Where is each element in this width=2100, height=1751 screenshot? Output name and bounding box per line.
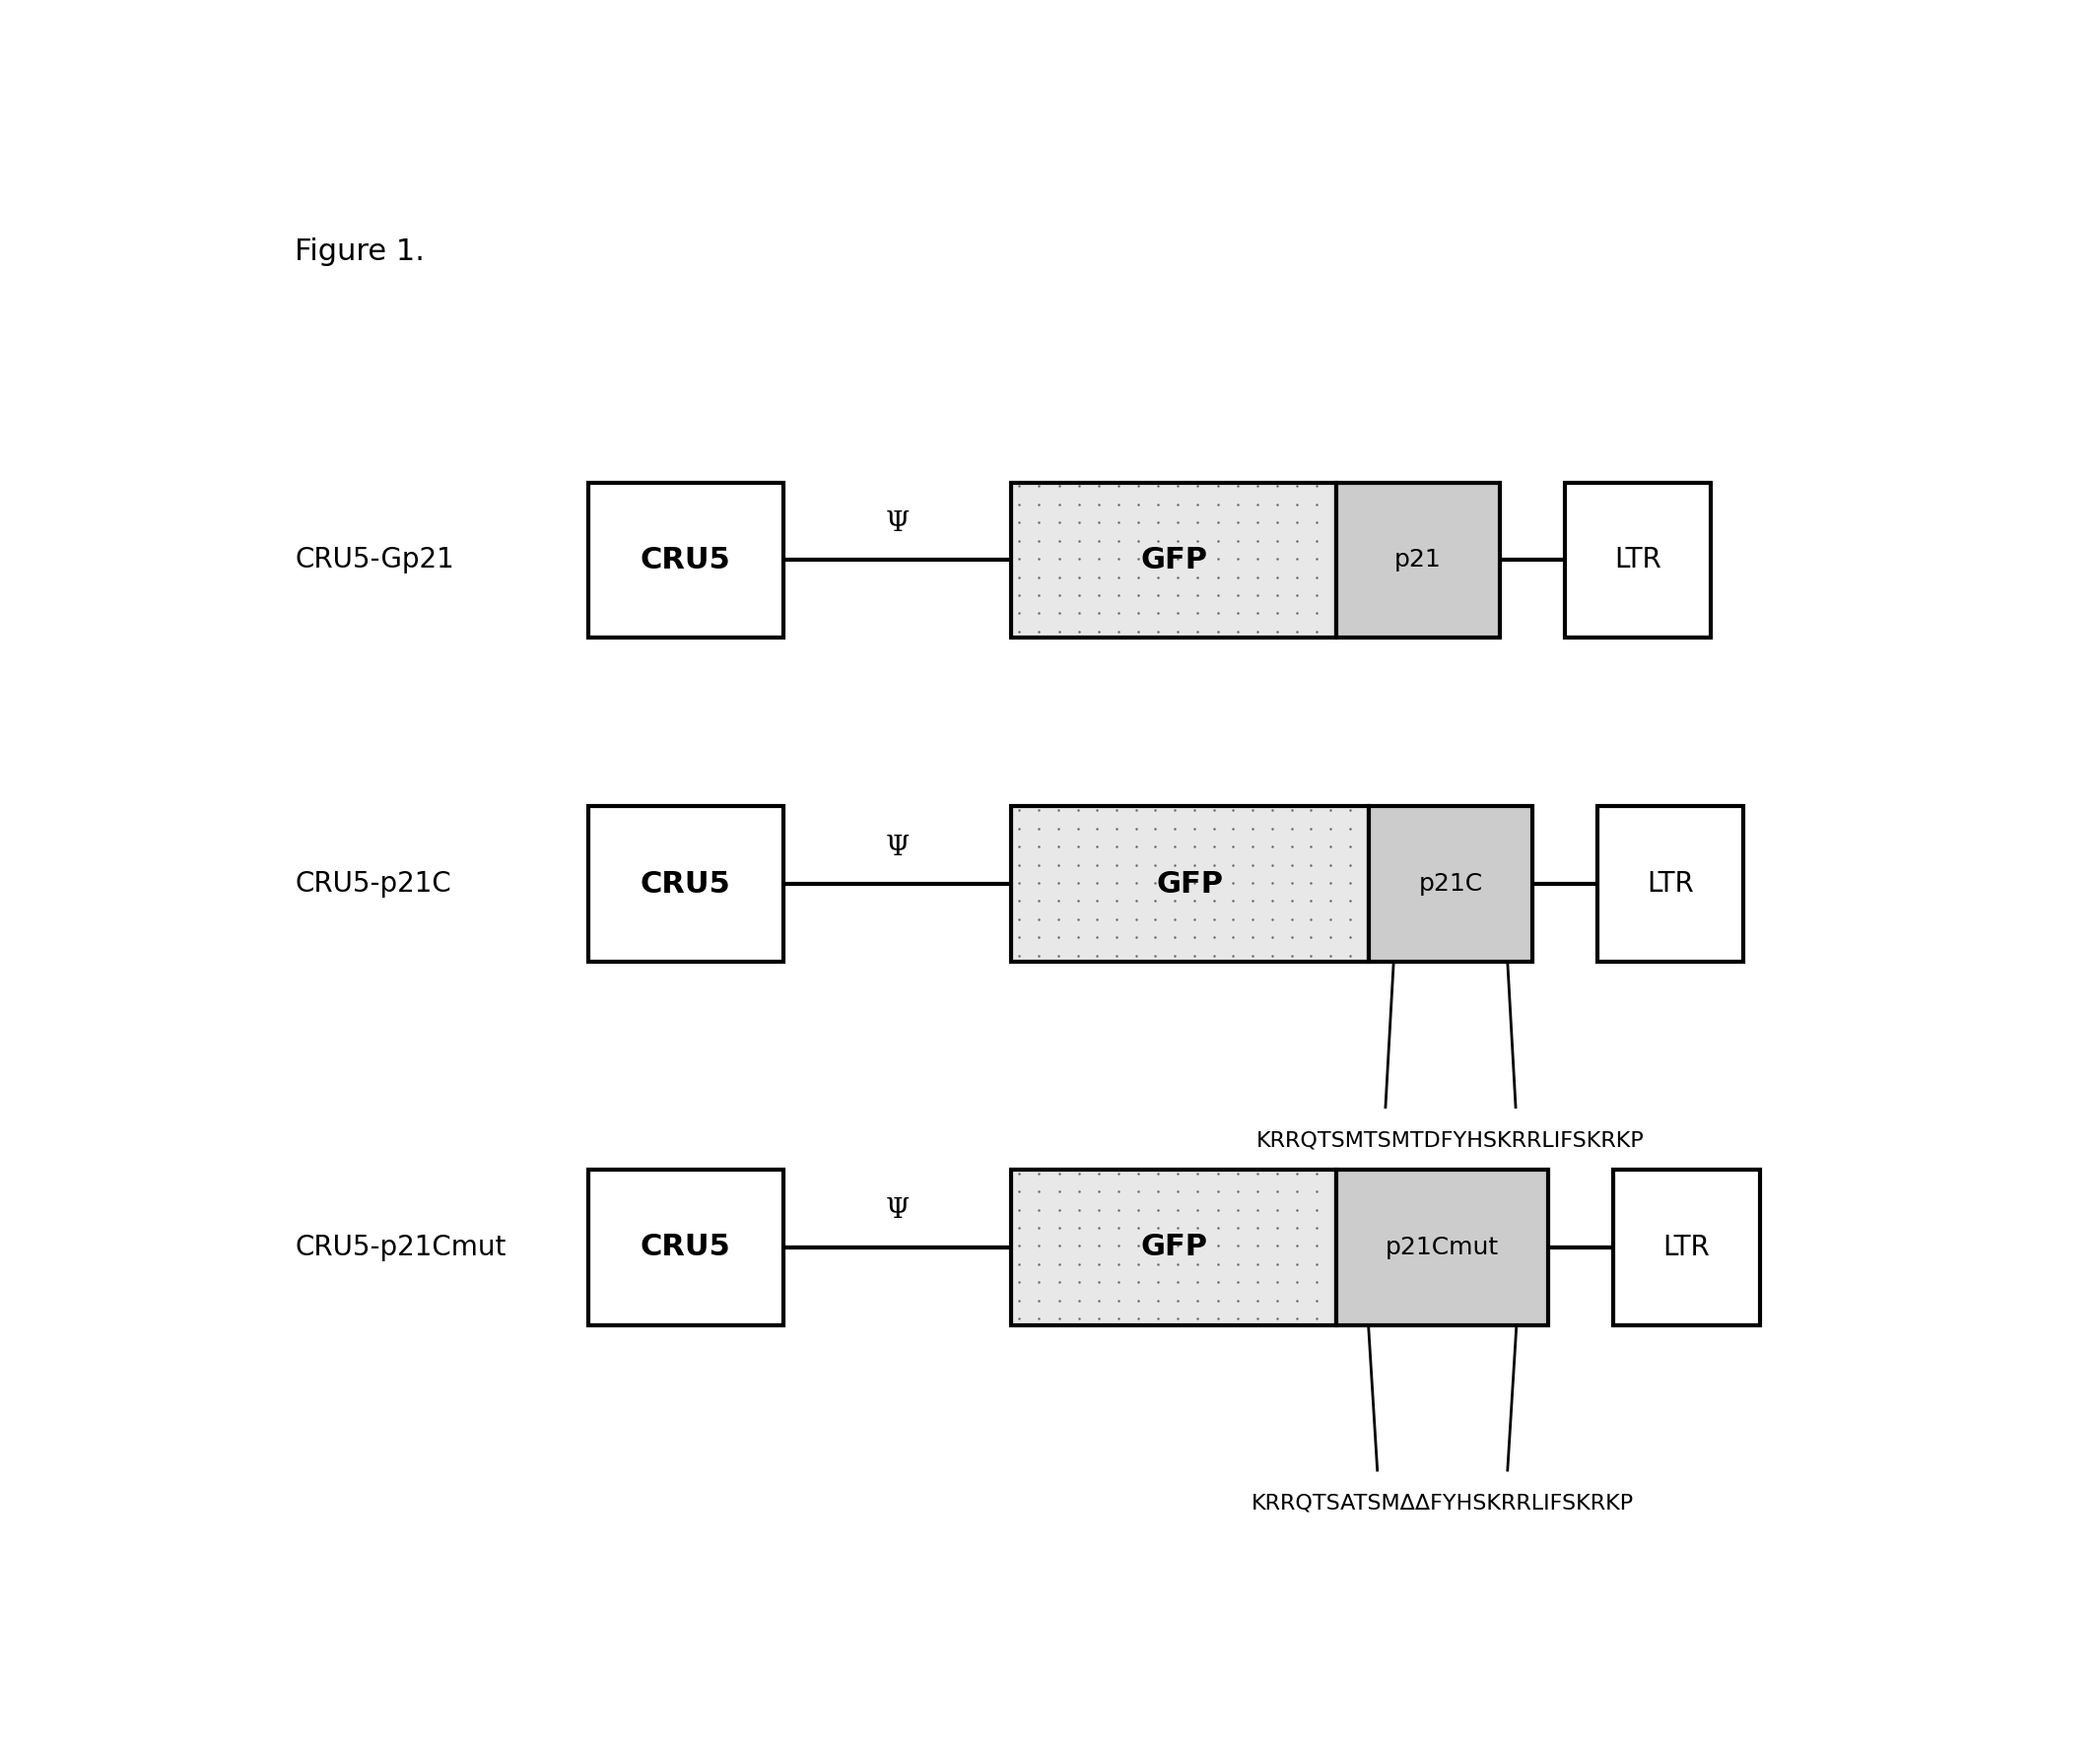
Text: GFP: GFP (1157, 870, 1224, 898)
Bar (1338, 482, 1499, 637)
Text: LTR: LTR (1663, 1233, 1709, 1261)
Text: CRU5-p21Cmut: CRU5-p21Cmut (294, 1233, 506, 1261)
Bar (1598, 807, 1743, 961)
Text: CRU5: CRU5 (640, 870, 731, 898)
Bar (1012, 1170, 1338, 1326)
Text: LTR: LTR (1615, 546, 1661, 574)
Bar (588, 1170, 783, 1326)
Text: Ψ: Ψ (886, 510, 909, 538)
Bar (1012, 482, 1338, 637)
Bar (1012, 807, 1369, 961)
Text: KRRQTSMTSMTDFYHSKRRLIFSKRKP: KRRQTSMTSMTDFYHSKRRLIFSKRKP (1256, 1131, 1644, 1150)
Text: Ψ: Ψ (886, 833, 909, 861)
Text: CRU5-p21C: CRU5-p21C (294, 870, 452, 898)
Text: GFP: GFP (1140, 1233, 1207, 1261)
Bar (1369, 807, 1531, 961)
Text: CRU5: CRU5 (640, 1233, 731, 1261)
Bar (588, 807, 783, 961)
Bar (1613, 1170, 1760, 1326)
Text: LTR: LTR (1646, 870, 1695, 898)
Text: GFP: GFP (1140, 546, 1207, 574)
Text: KRRQTSATSMΔΔFYHSKRRLIFSKRKP: KRRQTSATSMΔΔFYHSKRRLIFSKRKP (1252, 1494, 1634, 1513)
Text: p21C: p21C (1418, 872, 1483, 897)
Bar (1338, 1170, 1548, 1326)
Bar (1564, 482, 1712, 637)
Text: p21: p21 (1394, 548, 1441, 573)
Text: p21Cmut: p21Cmut (1386, 1236, 1499, 1259)
Text: CRU5-Gp21: CRU5-Gp21 (294, 546, 454, 574)
Text: Ψ: Ψ (886, 1198, 909, 1224)
Bar (588, 482, 783, 637)
Text: Figure 1.: Figure 1. (294, 236, 424, 266)
Text: CRU5: CRU5 (640, 546, 731, 574)
